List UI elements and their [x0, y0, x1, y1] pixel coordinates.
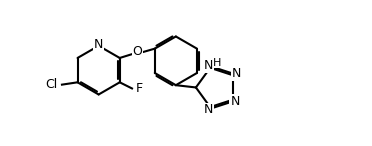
Text: N: N [230, 95, 240, 108]
Text: N: N [231, 67, 241, 80]
Text: F: F [136, 82, 143, 95]
Text: H: H [213, 58, 221, 68]
Text: N: N [204, 104, 213, 117]
Text: N: N [94, 38, 103, 51]
Text: N: N [204, 59, 213, 72]
Text: Cl: Cl [45, 78, 58, 91]
Text: O: O [132, 45, 142, 58]
